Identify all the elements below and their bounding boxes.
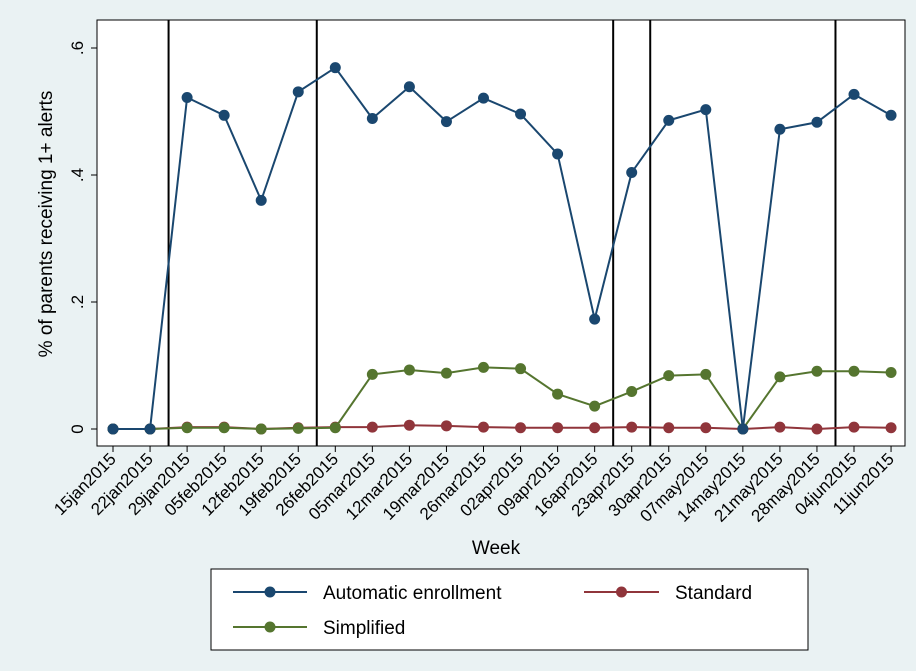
data-point-2-12	[552, 388, 564, 400]
data-point-2-9	[440, 367, 452, 379]
y-tick-label-3: .6	[68, 41, 87, 55]
data-point-0-12	[552, 148, 564, 160]
data-point-1-12	[552, 422, 564, 434]
data-point-0-4	[255, 194, 267, 206]
data-point-2-18	[774, 371, 786, 383]
data-point-2-20	[848, 365, 860, 377]
data-point-2-14	[626, 386, 638, 398]
data-point-0-16	[700, 104, 712, 116]
data-point-2-5	[292, 422, 304, 434]
legend-marker-1	[616, 586, 627, 598]
y-axis-ticks: 0 .2 .4 .6	[68, 41, 97, 434]
y-tick-label-0: 0	[68, 424, 87, 433]
data-point-0-14	[626, 166, 638, 178]
legend-label-2: Simplified	[323, 618, 405, 639]
legend-marker-2	[264, 621, 276, 633]
data-point-2-8	[403, 364, 415, 376]
data-point-0-7	[366, 112, 378, 124]
x-axis-title: Week	[472, 538, 521, 559]
legend-box	[210, 568, 809, 651]
legend-items: Automatic enrollment Standard Simplified	[233, 583, 752, 639]
data-point-0-8	[403, 81, 415, 93]
vertical-reference-lines	[167, 20, 837, 446]
data-point-1-14	[626, 421, 638, 433]
data-point-0-9	[440, 116, 452, 128]
data-point-1-13	[589, 422, 601, 434]
data-point-1-18	[774, 421, 786, 433]
data-point-2-10	[478, 361, 489, 373]
y-tick-label-2: .4	[68, 168, 87, 182]
data-point-0-10	[478, 92, 489, 104]
legend-label-0: Automatic enrollment	[323, 583, 502, 604]
data-point-0-11	[515, 108, 527, 120]
data-series	[107, 62, 897, 435]
data-point-0-6	[329, 62, 341, 74]
data-point-0-5	[292, 86, 304, 98]
data-point-0-15	[663, 114, 675, 126]
data-point-0-13	[589, 313, 601, 325]
data-point-1-15	[663, 422, 675, 434]
data-point-2-2	[181, 422, 193, 434]
data-point-0-20	[848, 88, 860, 100]
data-point-0-19	[811, 116, 823, 128]
data-point-1-10	[478, 421, 489, 433]
data-point-1-21	[885, 422, 897, 434]
data-point-1-9	[440, 420, 452, 432]
data-point-0-3	[218, 109, 230, 121]
data-point-2-11	[515, 363, 527, 375]
data-point-2-6	[329, 422, 341, 434]
plot-area	[96, 19, 906, 447]
data-point-0-2	[181, 92, 193, 104]
series-line-0	[113, 66, 892, 430]
data-point-2-19	[811, 365, 823, 377]
legend-label-1: Standard	[675, 583, 752, 604]
data-point-1-7	[366, 421, 378, 433]
data-point-0-0	[107, 423, 119, 435]
data-point-0-18	[774, 123, 786, 135]
data-point-0-17	[737, 423, 749, 435]
legend-marker-0	[264, 586, 276, 598]
data-point-0-21	[885, 109, 897, 121]
legend: Automatic enrollment Standard Simplified	[210, 568, 809, 651]
y-axis-title: % of parents receiving 1+ alerts	[36, 91, 57, 358]
data-point-2-4	[255, 423, 267, 435]
data-point-2-21	[885, 366, 897, 378]
data-point-2-13	[589, 400, 601, 412]
y-tick-label-1: .2	[68, 295, 87, 309]
data-point-1-8	[403, 419, 415, 431]
data-point-1-20	[848, 421, 860, 433]
series-0	[107, 62, 897, 435]
data-point-2-7	[366, 368, 378, 380]
data-point-0-1	[144, 423, 156, 435]
series-line-2	[113, 366, 892, 431]
data-point-1-16	[700, 422, 712, 434]
data-point-2-15	[663, 370, 675, 382]
data-point-2-16	[700, 368, 712, 380]
data-point-1-11	[515, 422, 527, 434]
x-axis-ticks: 15jan201522jan201529jan201505feb201512fe…	[50, 446, 898, 526]
data-point-1-19	[811, 423, 823, 435]
data-point-2-3	[218, 422, 230, 434]
